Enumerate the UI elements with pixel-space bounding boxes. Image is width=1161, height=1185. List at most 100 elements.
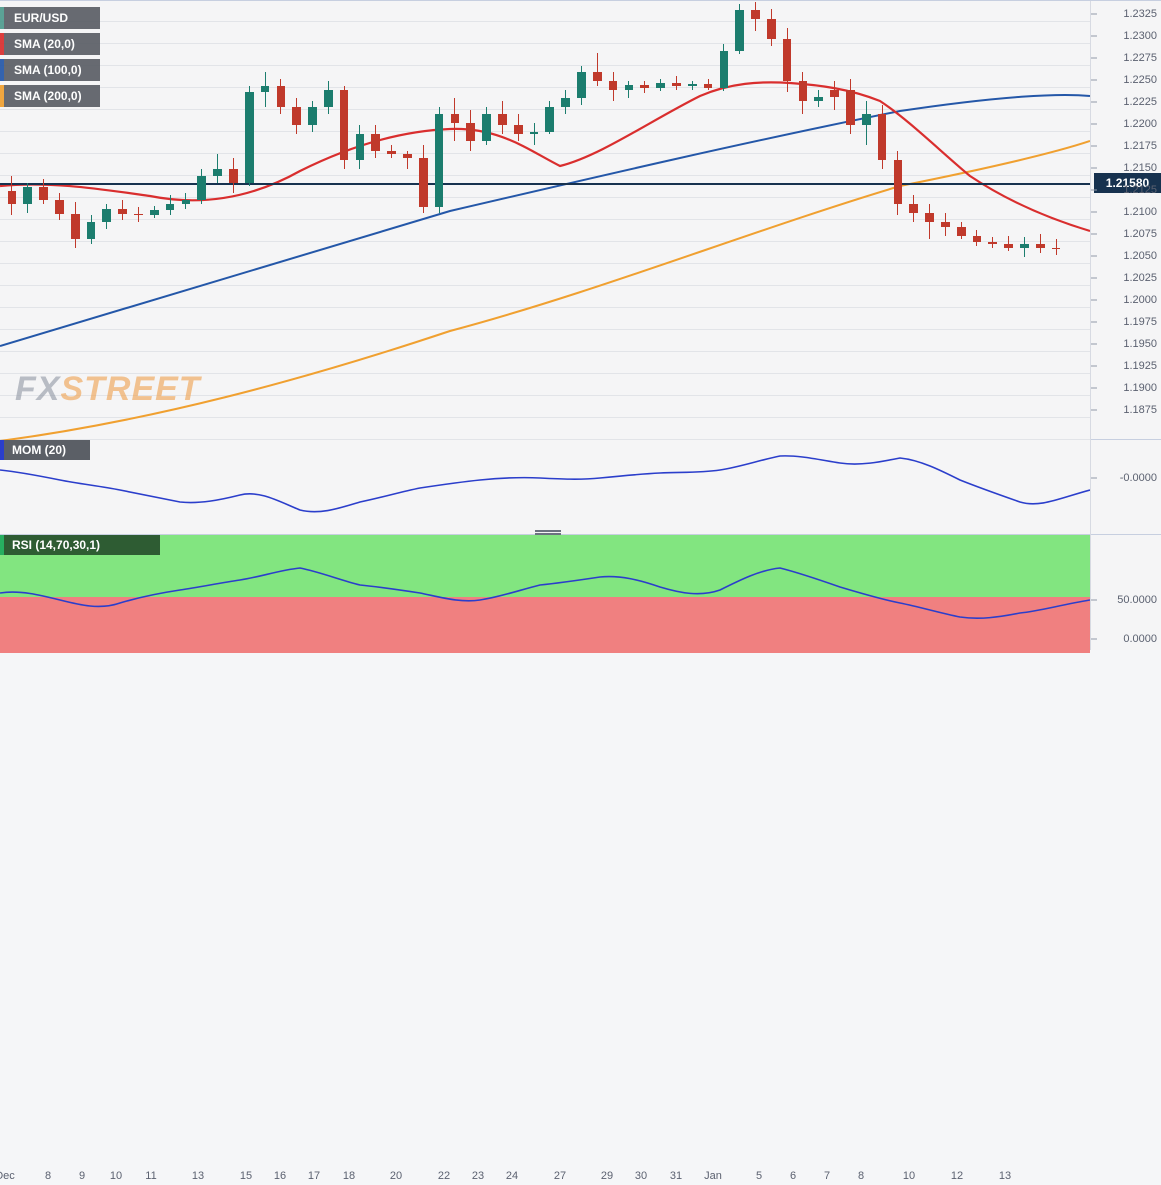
chart-root: 1.21580 1.2325 1.2300 1.2275 1.2250 1.22… [0,0,1161,650]
candle-body[interactable] [308,107,317,125]
candle-body[interactable] [973,236,982,242]
candle-wick[interactable] [628,81,629,99]
candle-body[interactable] [245,92,254,183]
candle-body[interactable] [1052,248,1061,249]
candlestick-container[interactable] [4,0,1064,440]
legend-rsi[interactable]: RSI (14,70,30,1) [0,535,160,555]
candle-body[interactable] [704,84,713,88]
candle-body[interactable] [656,83,665,88]
candle-body[interactable] [466,123,475,141]
candle-body[interactable] [261,86,270,92]
date-tick: 15 [240,1170,252,1182]
candle-body[interactable] [8,191,17,204]
candle-body[interactable] [197,176,206,200]
candle-body[interactable] [814,97,823,101]
candle-body[interactable] [530,132,539,134]
price-tick: 1.2050 [1123,250,1157,262]
candle-body[interactable] [957,227,966,236]
candle-body[interactable] [387,151,396,154]
date-tick: 23 [472,1170,484,1182]
candle-body[interactable] [340,90,349,160]
candle-body[interactable] [720,51,729,88]
date-tick: 11 [145,1170,156,1182]
mom-svg[interactable] [0,440,1090,535]
date-tick: 6 [790,1170,796,1182]
rsi-axis[interactable]: 50.0000 0.0000 [1090,535,1161,650]
candle-body[interactable] [514,125,523,134]
candle-body[interactable] [498,114,507,125]
candle-body[interactable] [830,90,839,97]
candle-body[interactable] [356,134,365,160]
candle-wick[interactable] [929,204,930,239]
candle-body[interactable] [941,222,950,227]
candle-body[interactable] [324,90,333,108]
candle-body[interactable] [672,83,681,87]
candle-body[interactable] [39,187,48,199]
candle-body[interactable] [229,169,238,183]
mom-panel: MOM (20) -0.0000 [0,440,1161,535]
date-tick: 16 [274,1170,286,1182]
rsi-svg[interactable] [0,535,1090,650]
candle-body[interactable] [71,214,80,240]
candle-body[interactable] [182,200,191,204]
date-tick: 5 [756,1170,762,1182]
candle-body[interactable] [102,209,111,221]
candle-body[interactable] [371,134,380,152]
candle-body[interactable] [545,107,554,132]
price-tick: 1.2150 [1123,162,1157,174]
candle-body[interactable] [23,187,32,204]
candle-body[interactable] [435,114,444,206]
candle-body[interactable] [118,209,127,213]
date-tick: 7 [824,1170,830,1182]
candle-body[interactable] [419,158,428,206]
candle-body[interactable] [451,114,460,123]
candle-body[interactable] [1020,244,1029,248]
candle-body[interactable] [783,39,792,81]
date-tick: 8 [858,1170,864,1182]
candle-body[interactable] [688,84,697,86]
candle-body[interactable] [799,81,808,101]
candle-body[interactable] [609,81,618,90]
candle-body[interactable] [925,213,934,222]
candle-body[interactable] [150,210,159,214]
candle-body[interactable] [1036,244,1045,248]
candle-body[interactable] [862,114,871,125]
candle-body[interactable] [767,19,776,38]
candle-body[interactable] [277,86,286,107]
legend-mom[interactable]: MOM (20) [0,440,90,460]
candle-body[interactable] [625,85,634,89]
candle-wick[interactable] [597,53,598,86]
candle-body[interactable] [593,72,602,81]
candle-body[interactable] [213,169,222,176]
date-axis[interactable]: Dec 8 9 10 11 13 15 16 17 18 20 22 23 24… [0,1170,1090,1185]
candle-body[interactable] [482,114,491,140]
candle-body[interactable] [894,160,903,204]
candle-body[interactable] [292,107,301,125]
price-axis[interactable]: 1.2325 1.2300 1.2275 1.2250 1.2225 1.220… [1090,1,1161,441]
candle-wick[interactable] [534,123,535,145]
candle-body[interactable] [166,204,175,210]
price-tick: 1.2275 [1123,52,1157,64]
candle-body[interactable] [1004,244,1013,248]
date-tick: 8 [45,1170,51,1182]
date-tick: Jan [704,1170,722,1182]
candle-body[interactable] [846,90,855,125]
candle-body[interactable] [55,200,64,214]
candle-body[interactable] [561,98,570,107]
candle-body[interactable] [751,10,760,19]
candle-body[interactable] [735,10,744,50]
price-tick: 1.2300 [1123,30,1157,42]
candle-body[interactable] [577,72,586,98]
candle-body[interactable] [640,85,649,88]
date-tick: 12 [951,1170,963,1182]
candle-wick[interactable] [1008,236,1009,251]
candle-body[interactable] [988,242,997,245]
price-tick: 1.1900 [1123,382,1157,394]
date-tick: Dec [0,1170,15,1182]
candle-body[interactable] [403,154,412,158]
candle-body[interactable] [134,214,143,215]
candle-body[interactable] [909,204,918,213]
candle-body[interactable] [87,222,96,240]
candle-body[interactable] [878,114,887,160]
mom-axis[interactable]: -0.0000 [1090,440,1161,535]
